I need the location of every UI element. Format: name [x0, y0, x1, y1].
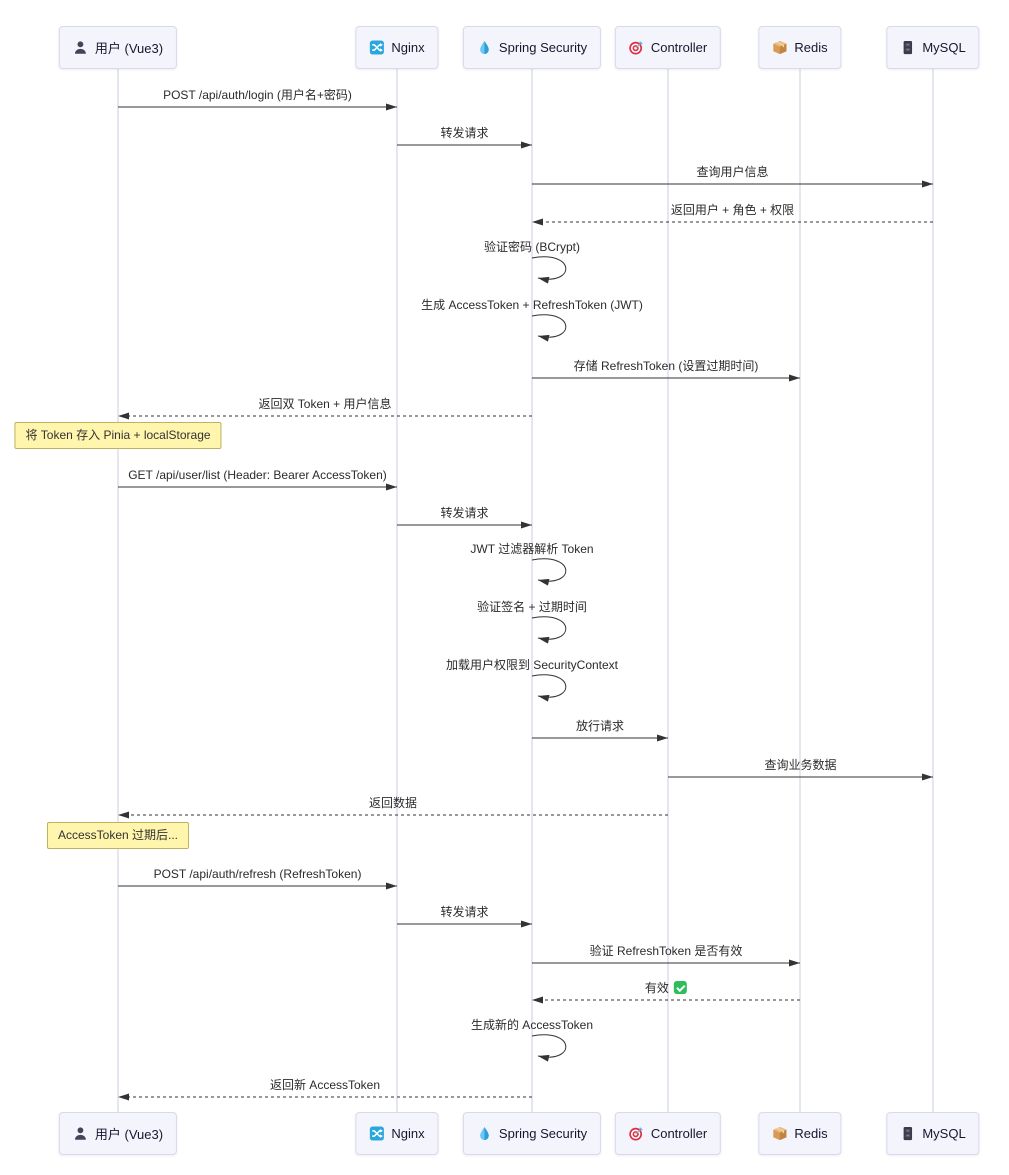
message-arrow-22: [531, 1034, 567, 1062]
target-icon: [629, 40, 644, 55]
message-label-3: 返回用户 + 角色 + 权限: [670, 203, 795, 217]
message-label-5: 生成 AccessToken + RefreshToken (JWT): [421, 298, 643, 312]
package-icon: [772, 1126, 787, 1141]
droplet-icon: [477, 1126, 492, 1141]
message-label-15: 查询业务数据: [764, 758, 837, 772]
participant-label: Redis: [794, 1126, 828, 1141]
participant-top-spring: Spring Security: [462, 26, 602, 69]
participant-label: Controller: [650, 40, 708, 55]
message-arrow-12: [531, 616, 567, 644]
user-icon: [73, 1126, 88, 1141]
message-label-0: POST /api/auth/login (用户名+密码): [163, 88, 352, 102]
check-icon: [674, 981, 688, 994]
target-icon: [629, 1126, 644, 1141]
message-label-12: 验证签名 + 过期时间: [477, 600, 587, 614]
message-label-2: 查询用户信息: [696, 165, 769, 179]
participant-bottom-redis: Redis: [758, 1112, 842, 1155]
participant-label: Nginx: [391, 40, 425, 55]
message-label-7: 返回双 Token + 用户信息: [258, 397, 392, 411]
participant-label: Redis: [794, 40, 828, 55]
participant-bottom-mysql: MySQL: [886, 1112, 980, 1155]
message-label-21: 有效: [645, 981, 688, 996]
cabinet-icon: [900, 1126, 915, 1141]
message-arrow-13: [531, 674, 567, 702]
message-label-18: POST /api/auth/refresh (RefreshToken): [153, 867, 362, 881]
shuffle-icon: [369, 40, 384, 55]
participant-top-mysql: MySQL: [886, 26, 980, 69]
participant-label: MySQL: [922, 1126, 966, 1141]
participant-top-user: 用户 (Vue3): [58, 26, 178, 69]
message-arrow-4: [531, 256, 567, 284]
note-17: AccessToken 过期后...: [46, 822, 190, 849]
participant-label: MySQL: [922, 40, 966, 55]
participant-label: Spring Security: [498, 1126, 588, 1141]
shuffle-icon: [369, 1126, 384, 1141]
droplet-icon: [477, 40, 492, 55]
participant-label: Spring Security: [498, 40, 588, 55]
cabinet-icon: [900, 40, 915, 55]
message-label-4: 验证密码 (BCrypt): [483, 240, 581, 254]
participant-bottom-spring: Spring Security: [462, 1112, 602, 1155]
participant-bottom-user: 用户 (Vue3): [58, 1112, 178, 1155]
message-label-11: JWT 过滤器解析 Token: [470, 542, 594, 556]
note-8: 将 Token 存入 Pinia + localStorage: [14, 422, 222, 449]
user-icon: [73, 40, 88, 55]
message-label-9: GET /api/user/list (Header: Bearer Acces…: [128, 468, 387, 482]
participant-top-nginx: Nginx: [355, 26, 439, 69]
message-label-20: 验证 RefreshToken 是否有效: [589, 944, 743, 958]
participant-label: 用户 (Vue3): [94, 41, 164, 56]
message-label-19: 转发请求: [440, 905, 489, 919]
message-label-6: 存储 RefreshToken (设置过期时间): [573, 359, 759, 373]
participant-label: Nginx: [391, 1126, 425, 1141]
participant-label: Controller: [650, 1126, 708, 1141]
message-arrow-5: [531, 314, 567, 342]
participant-label: 用户 (Vue3): [94, 1127, 164, 1142]
message-label-13: 加载用户权限到 SecurityContext: [445, 658, 619, 672]
message-arrow-11: [531, 558, 567, 586]
message-label-23: 返回新 AccessToken: [269, 1078, 381, 1092]
message-label-1: 转发请求: [440, 126, 489, 140]
message-label-14: 放行请求: [575, 719, 625, 733]
message-label-16: 返回数据: [368, 796, 418, 810]
package-icon: [772, 40, 787, 55]
participant-bottom-nginx: Nginx: [355, 1112, 439, 1155]
participant-top-controller: Controller: [614, 26, 722, 69]
participant-top-redis: Redis: [758, 26, 842, 69]
message-label-10: 转发请求: [440, 506, 489, 520]
message-label-22: 生成新的 AccessToken: [470, 1018, 594, 1032]
participant-bottom-controller: Controller: [614, 1112, 722, 1155]
